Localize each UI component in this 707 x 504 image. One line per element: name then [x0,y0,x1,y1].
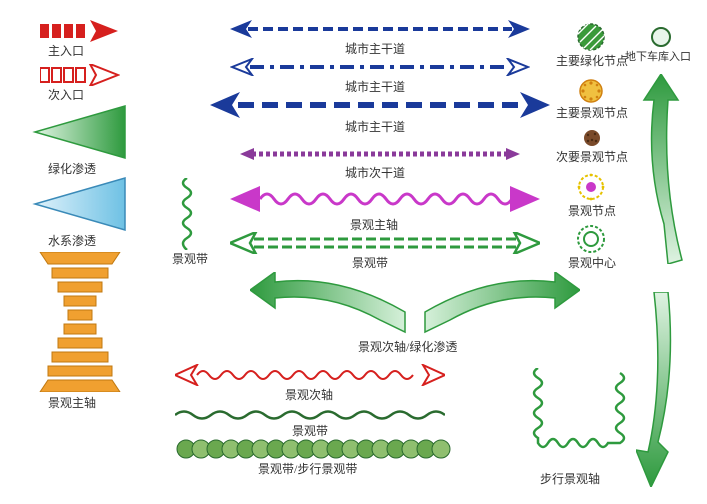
view-node-icon [576,172,606,202]
main-entrance-label: 主入口 [48,42,84,59]
view-belt-walk-label: 景观带/步行景观带 [258,460,357,477]
garage-entrance-label: 地下车库入口 [625,48,691,64]
city-main-1-label: 城市主干道 [345,40,405,57]
view-belt-2-label: 景观带 [292,422,328,439]
green-penetration-icon [30,104,130,160]
city-sec-icon [240,146,520,162]
view-center-label: 景观中心 [568,254,616,271]
main-entrance-icon [40,20,120,42]
secondary-view-node-icon [582,128,602,148]
main-green-node-label: 主要绿化节点 [556,52,628,69]
tall-arrow-1-icon [636,74,686,264]
water-penetration-icon [30,176,130,232]
secondary-entrance-icon [40,64,120,86]
walking-axis-label: 步行景观轴 [540,470,600,487]
city-main-3-icon [210,92,550,118]
view-belt-vertical-label: 景观带 [172,250,208,267]
green-penetration-label: 绿化渗透 [48,160,96,177]
main-view-node-label: 主要景观节点 [556,104,628,121]
view-main-icon [230,184,540,214]
view-belt-2-icon [175,408,445,422]
view-belt-h-icon [230,232,540,254]
landscape-sec-left-icon [250,272,410,337]
city-main-1-icon [230,20,530,38]
garage-entrance-icon [650,26,672,48]
main-green-node-icon [576,22,606,52]
main-view-node-icon [578,78,604,104]
water-penetration-label: 水系渗透 [48,232,96,249]
secondary-view-node-label: 次要景观节点 [556,148,628,165]
tall-arrow-2-icon [636,292,686,487]
city-main-2-icon [230,58,530,76]
landscape-sec-right-icon [420,272,580,337]
secondary-entrance-label: 次入口 [48,86,84,103]
view-sec-axis-icon [175,364,445,386]
walking-axis-icon [520,368,640,468]
city-sec-label: 城市次干道 [345,164,405,181]
view-belt-h-label: 景观带 [352,254,388,271]
landscape-sec-green-label: 景观次轴/绿化渗透 [358,338,457,355]
view-belt-vertical-icon [178,178,196,250]
city-main-3-label: 城市主干道 [345,118,405,135]
view-belt-walk-icon [175,438,455,460]
view-sec-axis-label: 景观次轴 [285,386,333,403]
landscape-main-axis-label: 景观主轴 [48,394,96,411]
landscape-main-axis-icon [38,252,122,392]
view-main-label: 景观主轴 [350,216,398,233]
view-node-label: 景观节点 [568,202,616,219]
view-center-icon [576,224,606,254]
